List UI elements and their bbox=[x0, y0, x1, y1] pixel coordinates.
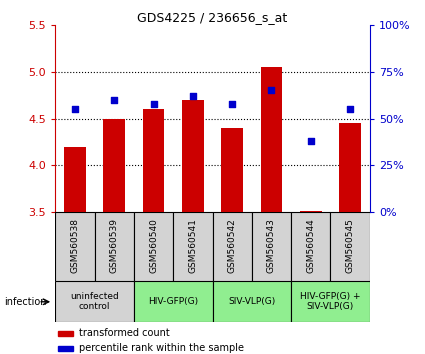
Text: percentile rank within the sample: percentile rank within the sample bbox=[79, 343, 244, 353]
Text: GSM560541: GSM560541 bbox=[188, 218, 197, 273]
Bar bbox=[55, 212, 94, 281]
Bar bbox=[94, 212, 134, 281]
Bar bbox=[134, 212, 173, 281]
Bar bbox=[291, 281, 370, 322]
Bar bbox=[339, 123, 361, 212]
Point bbox=[190, 93, 196, 99]
Bar bbox=[300, 211, 322, 212]
Bar bbox=[58, 331, 73, 336]
Text: GSM560545: GSM560545 bbox=[346, 218, 354, 273]
Text: GSM560543: GSM560543 bbox=[267, 218, 276, 273]
Bar bbox=[212, 281, 291, 322]
Point bbox=[111, 97, 118, 103]
Text: GSM560542: GSM560542 bbox=[228, 218, 237, 273]
Text: uninfected
control: uninfected control bbox=[70, 292, 119, 312]
Bar bbox=[173, 212, 212, 281]
Text: GSM560538: GSM560538 bbox=[71, 218, 79, 273]
Text: HIV-GFP(G): HIV-GFP(G) bbox=[148, 297, 198, 306]
Point bbox=[307, 138, 314, 144]
Bar bbox=[64, 147, 86, 212]
Title: GDS4225 / 236656_s_at: GDS4225 / 236656_s_at bbox=[137, 11, 288, 24]
Bar bbox=[134, 281, 212, 322]
Bar bbox=[261, 67, 282, 212]
Text: transformed count: transformed count bbox=[79, 328, 170, 338]
Point bbox=[150, 101, 157, 107]
Bar bbox=[331, 212, 370, 281]
Bar bbox=[103, 119, 125, 212]
Bar bbox=[252, 212, 291, 281]
Text: GSM560539: GSM560539 bbox=[110, 218, 119, 273]
Text: GSM560544: GSM560544 bbox=[306, 218, 315, 273]
Bar bbox=[143, 109, 164, 212]
Bar bbox=[182, 100, 204, 212]
Bar bbox=[212, 212, 252, 281]
Bar bbox=[291, 212, 331, 281]
Point bbox=[347, 106, 354, 112]
Text: HIV-GFP(G) +
SIV-VLP(G): HIV-GFP(G) + SIV-VLP(G) bbox=[300, 292, 361, 312]
Text: infection: infection bbox=[4, 297, 47, 307]
Point bbox=[268, 87, 275, 93]
Bar bbox=[55, 281, 134, 322]
Point bbox=[71, 106, 78, 112]
Text: SIV-VLP(G): SIV-VLP(G) bbox=[228, 297, 275, 306]
Bar bbox=[58, 346, 73, 351]
Point bbox=[229, 101, 235, 107]
Bar bbox=[221, 128, 243, 212]
Text: GSM560540: GSM560540 bbox=[149, 218, 158, 273]
